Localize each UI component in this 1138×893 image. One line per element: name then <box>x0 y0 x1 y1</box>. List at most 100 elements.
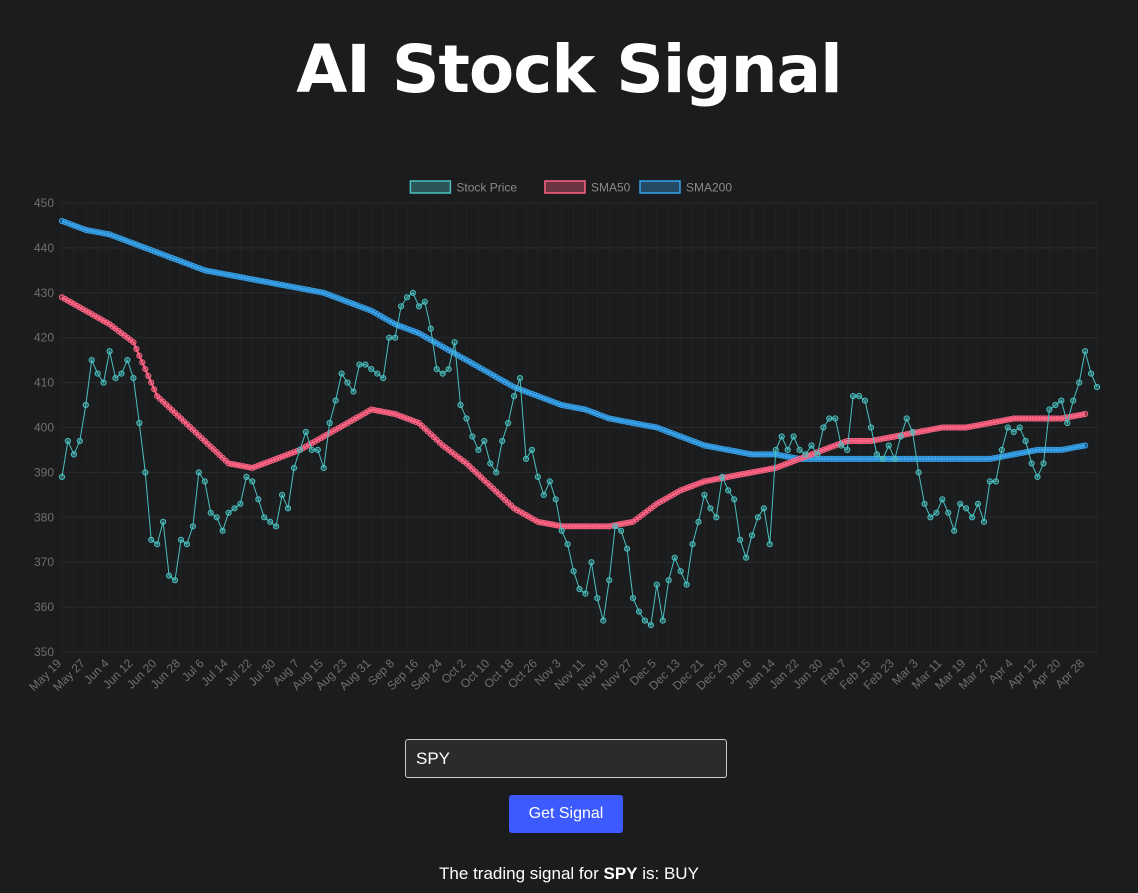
sma200-point <box>371 309 378 316</box>
price-point <box>320 464 327 471</box>
price-point <box>612 523 619 530</box>
price-series <box>58 289 1101 629</box>
price-point <box>891 455 898 462</box>
price-point <box>1058 397 1065 404</box>
sma50-series <box>58 294 1089 530</box>
price-point <box>225 509 232 516</box>
price-point <box>374 370 381 377</box>
sma50-point <box>100 317 107 324</box>
sma50-point <box>79 306 86 313</box>
price-point <box>618 527 625 534</box>
sma50-point <box>359 411 366 418</box>
price-point <box>725 487 732 494</box>
chart-legend[interactable]: Stock Price SMA50 SMA200 <box>409 180 732 195</box>
price-point <box>290 464 298 471</box>
price-point <box>624 545 631 552</box>
price-point <box>582 590 589 597</box>
price-point <box>945 509 952 516</box>
price-point <box>683 581 690 588</box>
signal-result-suffix: is: BUY <box>642 864 699 883</box>
legend-item-price[interactable]: Stock Price <box>409 180 517 195</box>
sma200-point <box>433 340 440 347</box>
sma50-point <box>133 345 140 352</box>
price-point <box>88 357 95 364</box>
price-point <box>100 379 107 386</box>
price-point <box>296 446 303 453</box>
price-point <box>475 446 482 453</box>
price-point <box>201 478 208 485</box>
sma50-point <box>347 418 354 425</box>
price-point <box>689 541 696 548</box>
sma50-point <box>365 408 372 415</box>
chart-series <box>58 217 1101 629</box>
price-point <box>1004 424 1011 431</box>
sma50-point <box>103 319 110 326</box>
y-tick-label: 400 <box>34 421 54 435</box>
price-point <box>64 437 72 445</box>
get-signal-button[interactable]: Get Signal <box>509 795 623 833</box>
price-point <box>850 393 857 400</box>
price-point <box>558 527 565 534</box>
price-chart-svg: 350 360 370 380 390 400 410 420 430 440 450 May 19… <box>26 180 1101 694</box>
price-point <box>963 505 970 512</box>
price-point <box>231 505 238 512</box>
price-point <box>314 446 321 453</box>
price-point <box>421 298 428 305</box>
price-point <box>986 478 994 485</box>
y-tick-label: 430 <box>34 286 54 300</box>
price-point <box>261 514 268 521</box>
price-point <box>1016 424 1023 431</box>
sma50-point <box>344 419 351 427</box>
price-point <box>695 518 702 525</box>
price-point <box>1040 460 1047 467</box>
price-point <box>534 473 542 480</box>
price-point <box>148 536 155 543</box>
y-tick-label: 370 <box>34 555 54 569</box>
sma200-point <box>496 375 503 382</box>
price-point <box>873 451 881 458</box>
price-point <box>237 500 244 507</box>
sma50-point <box>142 366 149 373</box>
price-point <box>903 415 910 422</box>
sma200-point <box>421 333 428 340</box>
price-point <box>403 294 411 301</box>
price-point <box>677 568 684 575</box>
sma50-point <box>148 379 155 386</box>
price-point <box>94 370 101 377</box>
price-point <box>939 496 946 503</box>
price-point <box>861 397 869 404</box>
price-chart: 350 360 370 380 390 400 410 420 430 440 450 May 19… <box>0 170 1138 710</box>
sma200-point <box>368 307 375 314</box>
price-point <box>826 415 833 422</box>
signal-result: The trading signal for SPY is: BUY <box>0 864 1138 884</box>
legend-item-sma200[interactable]: SMA200 <box>639 180 732 195</box>
legend-item-sma50[interactable]: SMA50 <box>544 180 631 195</box>
sma200-point <box>389 319 396 326</box>
price-point <box>760 505 768 512</box>
price-point <box>445 366 452 373</box>
price-point <box>1082 348 1089 355</box>
price-point <box>249 478 256 485</box>
sma50-point <box>674 488 681 496</box>
sma200-point <box>481 367 488 374</box>
ticker-input[interactable] <box>405 739 727 778</box>
price-point <box>540 491 547 498</box>
price-point <box>1064 419 1071 427</box>
price-point <box>588 559 595 566</box>
price-point <box>439 370 446 377</box>
sma200-point <box>487 370 494 377</box>
sma50-point <box>67 299 75 306</box>
price-point <box>969 514 976 521</box>
legend-label: SMA50 <box>591 181 631 195</box>
sma200-point <box>475 363 482 370</box>
price-point <box>766 541 773 548</box>
price-point <box>707 505 714 512</box>
y-tick-label: 360 <box>34 600 54 614</box>
price-point <box>528 446 536 453</box>
price-point <box>1093 384 1101 391</box>
sma50-point <box>82 307 89 314</box>
price-point <box>743 554 750 561</box>
sma50-point <box>130 339 137 346</box>
sma50-point <box>656 499 663 506</box>
y-tick-label: 440 <box>34 241 54 255</box>
